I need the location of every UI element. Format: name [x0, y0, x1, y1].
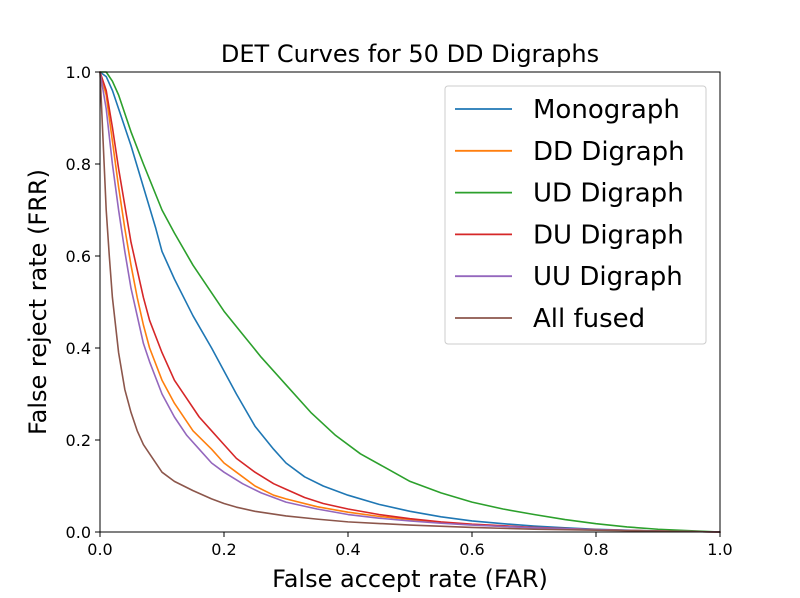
legend-label-all-fused: All fused	[533, 304, 645, 334]
y-axis-label: False reject rate (FRR)	[24, 169, 52, 435]
y-tick-label: 0.4	[66, 339, 91, 358]
x-tick-label: 1.0	[707, 540, 732, 559]
y-tick-label: 0.0	[66, 523, 91, 542]
chart-title: DET Curves for 50 DD Digraphs	[221, 40, 599, 68]
x-tick-label: 0.4	[335, 540, 360, 559]
x-axis-ticks: 0.0 0.2 0.4 0.6 0.8 1.0	[87, 532, 732, 559]
legend-label-uu-digraph: UU Digraph	[533, 262, 683, 292]
x-tick-label: 0.6	[459, 540, 484, 559]
x-tick-label: 0.0	[87, 540, 112, 559]
x-axis-label: False accept rate (FAR)	[272, 565, 548, 593]
x-tick-label: 0.8	[583, 540, 608, 559]
legend-label-du-digraph: DU Digraph	[533, 220, 684, 250]
y-tick-label: 0.8	[66, 155, 91, 174]
legend-label-ud-digraph: UD Digraph	[533, 179, 684, 209]
y-axis-ticks: 0.0 0.2 0.4 0.6 0.8 1.0	[66, 63, 100, 542]
legend-label-dd-digraph: DD Digraph	[533, 137, 685, 167]
legend-label-monograph: Monograph	[533, 95, 680, 125]
legend: Monograph DD Digraph UD Digraph DU Digraph U…	[445, 86, 706, 344]
y-tick-label: 0.6	[66, 247, 91, 266]
det-chart: DET Curves for 50 DD Digraphs 0.0 0.2 0.4 0…	[0, 0, 800, 598]
x-tick-label: 0.2	[211, 540, 236, 559]
y-tick-label: 0.2	[66, 431, 91, 450]
y-tick-label: 1.0	[66, 63, 91, 82]
